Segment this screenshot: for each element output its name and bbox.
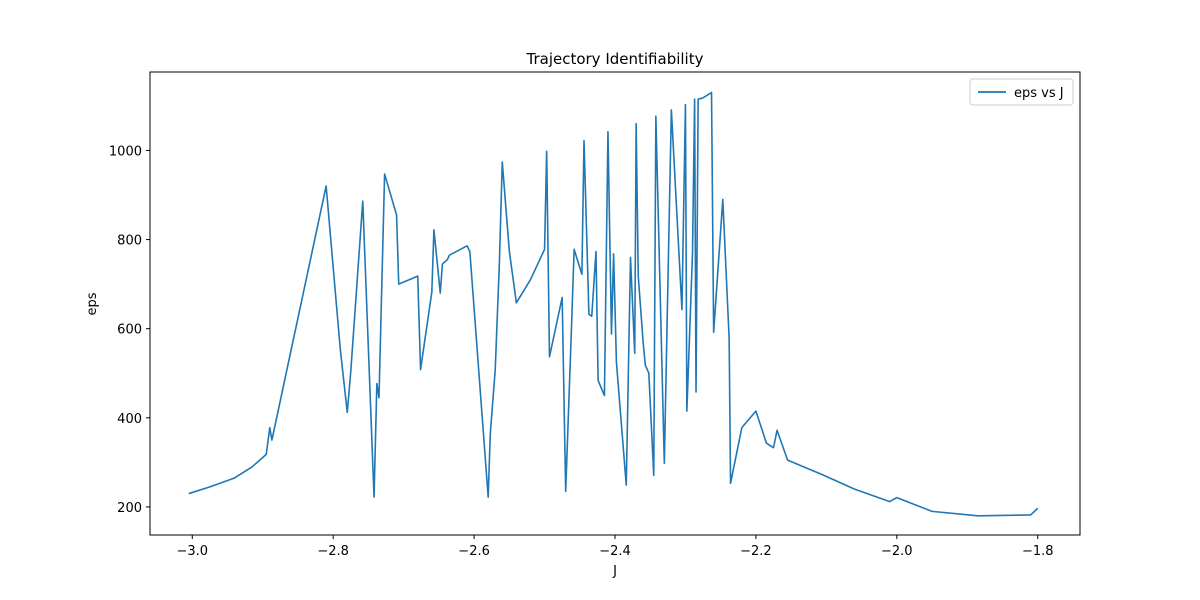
y-axis: 200 400 600 800 1000 (109, 144, 150, 516)
y-tick-label: 800 (117, 234, 142, 249)
legend: eps vs J (969, 78, 1074, 106)
x-tick-label: −2.2 (740, 544, 772, 559)
plot-area (149, 71, 1081, 536)
y-tick-label: 600 (117, 323, 142, 338)
x-tick-label: −2.6 (458, 544, 490, 559)
x-axis: −3.0 −2.8 −2.6 −2.4 −2.2 −2.0 −1.8 (176, 535, 1054, 559)
x-tick-label: −3.0 (176, 544, 208, 559)
chart-title: Trajectory Identifiability (526, 50, 704, 68)
y-axis-label: eps (85, 292, 100, 315)
y-tick-label: 1000 (109, 144, 142, 159)
x-tick-label: −1.8 (1022, 544, 1054, 559)
x-tick-label: −2.0 (881, 544, 913, 559)
series-line-eps-vs-j (188, 91, 1039, 517)
x-tick-label: −2.4 (599, 544, 631, 559)
y-tick-label: 200 (117, 501, 142, 516)
x-tick-label: −2.8 (317, 544, 349, 559)
legend-box (969, 78, 1074, 106)
legend-label: eps vs J (1014, 86, 1064, 101)
y-tick-label: 400 (117, 412, 142, 427)
x-axis-label: J (612, 564, 617, 579)
